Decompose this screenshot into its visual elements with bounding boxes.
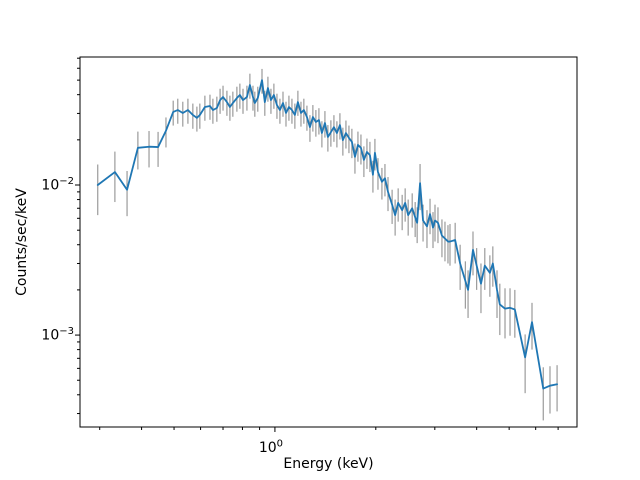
x-axis-label: Energy (keV) <box>283 456 374 472</box>
spectrum-line <box>96 79 558 390</box>
y-axis-label: Counts/sec/keV <box>14 188 30 296</box>
plot-border <box>79 56 578 428</box>
